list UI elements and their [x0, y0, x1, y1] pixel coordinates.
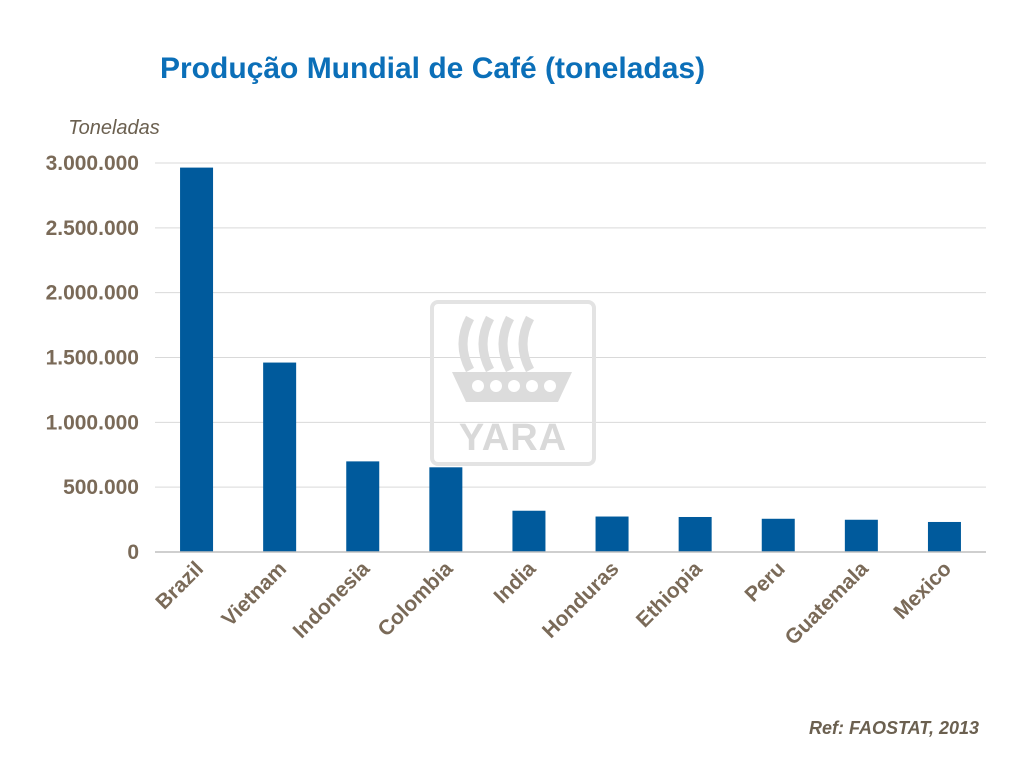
y-tick-label: 3.000.000	[46, 152, 139, 175]
x-tick-label: Colombia	[373, 557, 457, 641]
y-tick-label: 1.000.000	[46, 411, 139, 434]
bar-colombia	[429, 467, 463, 552]
bar-ethiopia	[678, 516, 712, 552]
y-tick-labels: 0 500.000 1.000.000 1.500.000 2.000.000 2.500…	[46, 152, 139, 564]
y-tick-label: 2.500.000	[46, 217, 139, 240]
x-tick-label: Brazil	[151, 557, 208, 614]
x-tick-label: Indonesia	[289, 557, 375, 643]
bar-indonesia	[346, 461, 380, 552]
bar-guatemala	[844, 519, 878, 552]
y-tick-label: 1.500.000	[46, 347, 139, 370]
y-tick-label: 2.000.000	[46, 282, 139, 305]
bar-brazil	[180, 167, 214, 552]
x-tick-label: Honduras	[538, 557, 624, 643]
x-tick-label: Guatemala	[781, 557, 873, 649]
x-tick-label: Peru	[741, 557, 790, 606]
y-tick-label: 0	[127, 541, 139, 564]
bar-india	[512, 510, 546, 552]
y-axis-label: Toneladas	[68, 117, 160, 139]
bar-honduras	[595, 516, 629, 552]
chart-title: Produção Mundial de Café (toneladas)	[160, 52, 706, 85]
x-tick-label: India	[490, 557, 541, 608]
watermark-text: YARA	[459, 417, 567, 459]
x-tick-label: Mexico	[889, 557, 956, 624]
yara-watermark: YARA	[430, 300, 596, 466]
bar-mexico	[927, 521, 961, 552]
bar-vietnam	[263, 362, 297, 552]
source-reference: Ref: FAOSTAT, 2013	[808, 718, 979, 738]
x-tick-label: Vietnam	[217, 557, 291, 631]
y-tick-label: 500.000	[63, 476, 139, 499]
bars	[180, 167, 961, 552]
x-tick-label: Ethiopia	[632, 557, 707, 632]
bar-peru	[761, 518, 795, 552]
